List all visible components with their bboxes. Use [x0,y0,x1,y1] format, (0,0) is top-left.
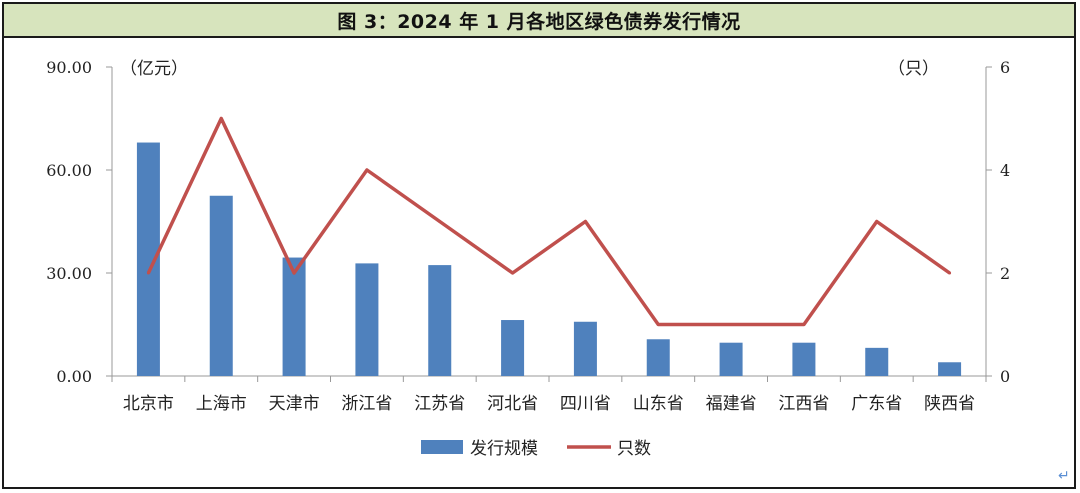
category-label: 陕西省 [924,394,975,414]
right-tick-label: 2 [1000,264,1010,283]
legend-swatch-bar [421,440,463,454]
line-series [146,116,952,327]
category-label: 广东省 [851,394,902,414]
bar [573,321,597,376]
category-label: 河北省 [487,394,538,414]
category-label: 四川省 [560,394,611,414]
series-line [146,116,951,327]
bar-series [136,142,962,376]
line-point [802,323,806,326]
title-bar: 图 3：2024 年 1 月各地区绿色债券发行情况 [4,4,1074,38]
chart-title: 图 3：2024 年 1 月各地区绿色债券发行情况 [337,10,741,33]
line-point [583,220,587,223]
bar [865,347,889,376]
bar [428,265,452,376]
bar [136,142,160,376]
category-label: 江苏省 [414,394,465,414]
line-point [511,271,515,275]
bar [282,257,306,376]
line-point [219,117,223,120]
legend-label-line: 只数 [617,439,651,459]
category-label: 天津市 [269,394,320,414]
bar [209,195,233,376]
bar [355,263,379,376]
right-tick-label: 4 [1000,161,1010,180]
category-label: 江西省 [778,394,829,414]
line-point [948,271,952,275]
ticks: 0.00 30.00 60.00 90.00 0 2 4 6 北京市 上海市 天津市 浙江省 江苏省 河北… [46,58,1010,414]
right-tick-label: 6 [1000,58,1010,77]
left-tick-label: 30.00 [46,264,92,283]
return-mark-icon: ↵ [1058,468,1070,484]
legend: 发行规模 只数 [421,439,651,459]
right-tick-label: 0 [1000,367,1010,386]
line-point [729,323,733,326]
left-tick-label: 0.00 [56,367,92,386]
axes: （亿元） （只） [111,59,987,377]
line-point [875,220,879,223]
category-label: 福建省 [706,394,757,414]
line-point [292,271,296,275]
legend-label-bar: 发行规模 [470,439,538,459]
bar [501,320,525,376]
line-point [438,220,442,223]
line-point [656,323,660,326]
left-tick-label: 90.00 [46,58,92,77]
category-label: 北京市 [123,394,174,414]
line-point [146,271,150,275]
left-axis-unit: （亿元） [120,59,188,79]
category-label: 山东省 [633,394,684,414]
category-label: 上海市 [196,394,247,414]
line-point [365,168,369,172]
bar [938,362,962,376]
bar [646,339,670,376]
category-label: 浙江省 [341,394,392,414]
bar [719,342,743,376]
left-tick-label: 60.00 [46,161,92,180]
bar [792,342,816,376]
right-axis-unit: （只） [888,59,939,79]
